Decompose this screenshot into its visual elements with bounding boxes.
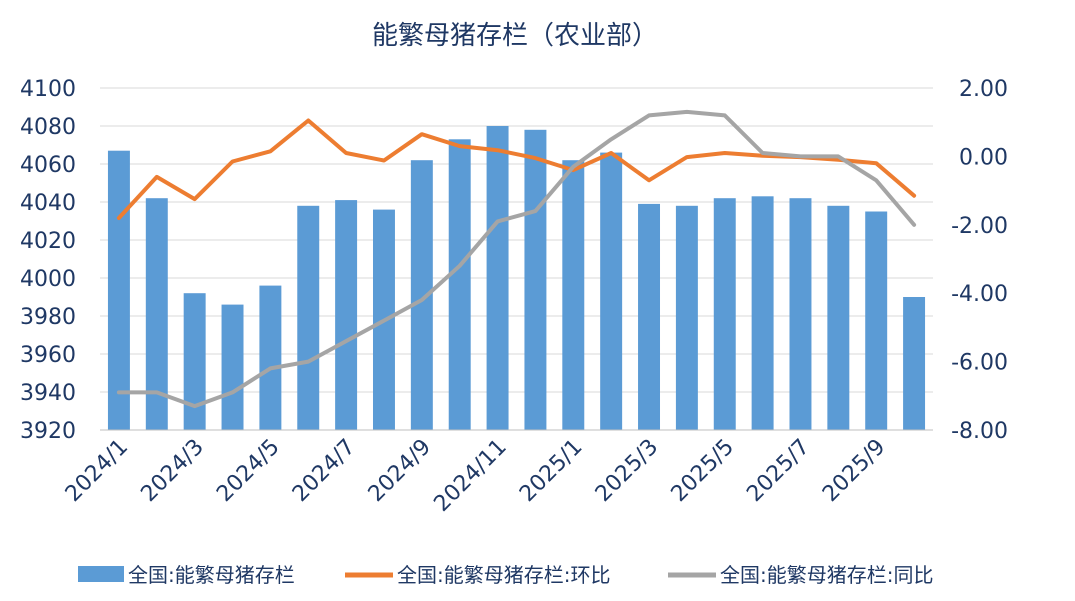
bar-layer [107, 126, 926, 431]
left-tick-label: 3920 [20, 419, 76, 444]
x-tick-label: 2025/3 [591, 435, 663, 507]
right-tick-label: -4.00 [951, 282, 1008, 307]
line-layer [116, 109, 917, 409]
right-tick-label: -8.00 [951, 419, 1008, 444]
x-tick-label: 2025/9 [818, 435, 890, 507]
bar [448, 139, 471, 431]
right-tick-label: 0.00 [959, 145, 1008, 170]
bar [297, 205, 320, 430]
bar [827, 205, 850, 430]
bar [562, 160, 585, 430]
legend: 全国:能繁母猪存栏 全国:能繁母猪存栏:环比 全国:能繁母猪存栏:同比 [78, 563, 933, 587]
bar [751, 196, 774, 430]
right-tick-label: -2.00 [951, 214, 1008, 239]
left-axis-layer: 3920 3940 3960 3980 4000 4020 4040 4060 4080 4100 [20, 77, 76, 444]
left-tick-label: 4020 [20, 229, 76, 254]
bar [259, 285, 282, 430]
bar [524, 129, 547, 431]
x-tick-label: 2024/3 [136, 435, 208, 507]
bar [638, 203, 661, 430]
bar [713, 198, 736, 430]
left-tick-label: 4080 [20, 115, 76, 140]
bar [865, 211, 888, 430]
x-tick-label: 2024/1 [61, 435, 133, 507]
chart-title: 能繁母猪存栏（农业部） [372, 21, 658, 51]
x-tick-label: 2024/5 [212, 435, 284, 507]
x-tick-label: 2025/1 [515, 435, 587, 507]
left-tick-label: 3960 [20, 343, 76, 368]
bar [486, 126, 509, 430]
x-tick-label: 2025/5 [667, 435, 739, 507]
right-axis-layer: 2.00 0.00 -2.00 -4.00 -6.00 -8.00 [951, 77, 1008, 444]
left-tick-label: 4040 [20, 191, 76, 216]
bar [183, 293, 206, 430]
legend-label-bar: 全国:能繁母猪存栏 [128, 563, 295, 587]
legend-swatch-bar [78, 566, 124, 582]
bar [107, 150, 130, 430]
bar [789, 198, 812, 430]
bar [903, 297, 926, 430]
x-tick-label: 2024/9 [364, 435, 436, 507]
bar [335, 200, 358, 430]
x-tick-label: 2024/11 [429, 435, 511, 517]
bar [145, 198, 168, 430]
bar [600, 152, 623, 430]
left-tick-label: 4000 [20, 267, 76, 292]
bar [675, 205, 698, 430]
left-tick-label: 4060 [20, 153, 76, 178]
x-tick-label: 2024/7 [288, 435, 360, 507]
right-tick-label: -6.00 [951, 351, 1008, 376]
left-tick-label: 4100 [20, 77, 76, 102]
left-tick-label: 3940 [20, 381, 76, 406]
line-yoy [116, 109, 917, 409]
left-tick-label: 3980 [20, 305, 76, 330]
legend-label-yoy: 全国:能繁母猪存栏:同比 [720, 563, 933, 587]
right-tick-label: 2.00 [959, 77, 1008, 102]
legend-label-mom: 全国:能繁母猪存栏:环比 [397, 563, 610, 587]
x-tick-label: 2025/7 [742, 435, 814, 507]
bar [221, 304, 244, 430]
bar [410, 160, 433, 430]
